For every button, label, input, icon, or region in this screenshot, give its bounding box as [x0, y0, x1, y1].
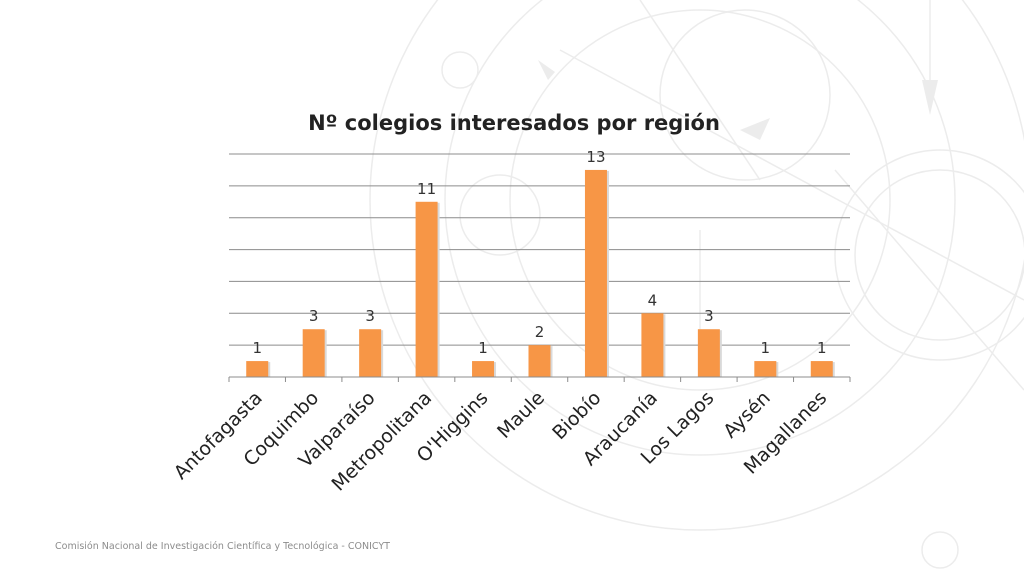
- data-label: 11: [417, 180, 436, 198]
- category-label: Antofagasta: [170, 387, 267, 484]
- data-label: 4: [648, 291, 658, 309]
- bar: [641, 313, 664, 377]
- data-label: 1: [817, 339, 827, 357]
- bar: [302, 329, 325, 377]
- chart-title: Nº colegios interesados por región: [308, 111, 720, 135]
- bar: [415, 201, 438, 377]
- footer-text: Comisión Nacional de Investigación Cient…: [55, 541, 390, 552]
- data-label: 1: [761, 339, 771, 357]
- data-label: 1: [478, 339, 488, 357]
- data-label: 3: [309, 307, 319, 325]
- data-label: 1: [252, 339, 262, 357]
- bar: [528, 345, 551, 377]
- bar: [754, 361, 777, 377]
- data-label: 3: [704, 307, 714, 325]
- category-labels: AntofagastaCoquimboValparaísoMetropolita…: [170, 387, 832, 496]
- bar-series: [246, 169, 835, 377]
- bar: [584, 169, 607, 377]
- bar: [697, 329, 720, 377]
- data-label: 3: [365, 307, 375, 325]
- bar: [359, 329, 382, 377]
- bar: [246, 361, 269, 377]
- x-axis: [228, 376, 851, 382]
- data-label: 2: [535, 323, 545, 341]
- gridlines: [229, 153, 850, 346]
- category-label: Aysén: [719, 387, 775, 443]
- category-label: Maule: [493, 387, 549, 443]
- bar: [810, 361, 833, 377]
- bar: [472, 361, 495, 377]
- category-label: Metropolitana: [328, 387, 437, 496]
- data-label: 13: [586, 148, 605, 166]
